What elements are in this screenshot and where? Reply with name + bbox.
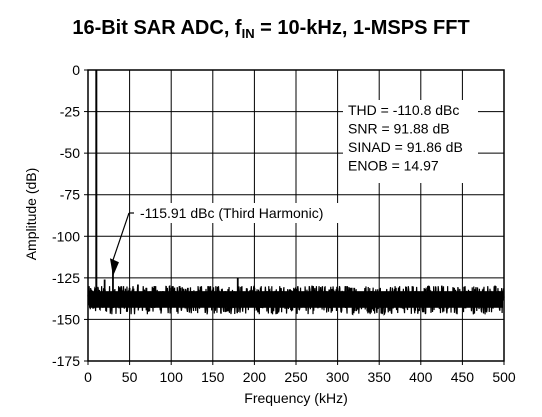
- x-tick-label: 350: [368, 369, 392, 385]
- x-tick-label: 0: [84, 369, 92, 385]
- y-axis-label: Amplitude (dB): [23, 168, 39, 261]
- annotation-background: [134, 203, 342, 223]
- x-tick-label: 400: [409, 369, 433, 385]
- y-tick-label: -75: [60, 187, 80, 203]
- y-tick-labels: 0 -25 -50 -75 -100 -125 -150 -175: [52, 62, 80, 369]
- y-tick-label: -50: [60, 145, 80, 161]
- annotation-arrow-shaft: [112, 212, 130, 261]
- x-tick-label: 200: [243, 369, 267, 385]
- plot-frame: [84, 69, 505, 365]
- stats-line: THD = -110.8 dBc: [348, 102, 459, 118]
- annotation-text: -115.91 dBc (Third Harmonic): [140, 205, 323, 221]
- x-tick-label: 500: [492, 369, 516, 385]
- y-tick-label: -175: [52, 353, 80, 369]
- annotation-arrowhead: [109, 258, 119, 277]
- stats-line: ENOB = 14.97: [348, 158, 439, 174]
- spectrum-group: [87, 70, 505, 316]
- x-tick-labels: 0 50 100 150 200 250 300 350 400 450 500: [84, 369, 516, 385]
- y-tick-label: -125: [52, 270, 80, 286]
- x-axis-label: Frequency (kHz): [244, 390, 347, 406]
- x-tick-label: 150: [201, 369, 225, 385]
- x-tick-label: 300: [326, 369, 350, 385]
- stats-box-background: [343, 100, 478, 183]
- x-tick-label: 100: [160, 369, 184, 385]
- harmonic-annotation: -115.91 dBc (Third Harmonic): [109, 203, 342, 277]
- x-tick-label: 250: [284, 369, 308, 385]
- noise-floor-band: [89, 291, 503, 308]
- y-tick-label: -25: [60, 104, 80, 120]
- y-tick-label: -150: [52, 311, 80, 327]
- y-tick-label: 0: [72, 62, 80, 78]
- y-tick-label: -100: [52, 228, 80, 244]
- chart-title: 16-Bit SAR ADC, fIN = 10-kHz, 1-MSPS FFT: [72, 17, 470, 41]
- stats-line: SNR = 91.88 dB: [348, 121, 450, 137]
- stats-box: THD = -110.8 dBc SNR = 91.88 dB SINAD = 91…: [343, 100, 478, 183]
- stats-line: SINAD = 91.86 dB: [348, 139, 463, 155]
- x-tick-label: 450: [451, 369, 475, 385]
- x-tick-label: 50: [122, 369, 138, 385]
